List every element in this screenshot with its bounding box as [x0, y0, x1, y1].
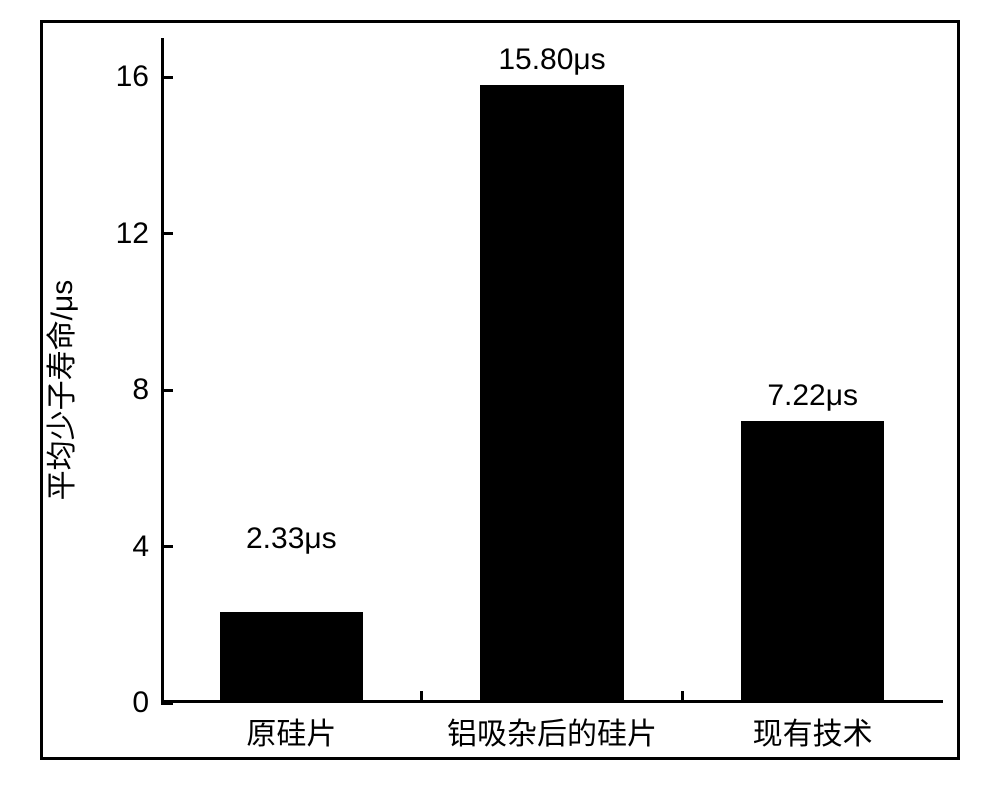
bar-value-label: 15.80μs: [498, 43, 605, 77]
x-category-label: 现有技术: [753, 709, 873, 753]
bar-value-label: 2.33μs: [246, 522, 337, 556]
y-tick-label: 12: [116, 217, 149, 251]
bar-value-label: 7.22μs: [767, 379, 858, 413]
bar: [741, 421, 884, 703]
y-axis-label: 平均少子寿命/μs: [37, 280, 81, 501]
y-axis: [161, 38, 164, 703]
y-tick: [161, 389, 173, 392]
y-tick: [161, 702, 173, 705]
chart-frame: 平均少子寿命/μs 04812162.33μs原硅片15.80μs铝吸杂后的硅片…: [40, 20, 960, 760]
x-tick: [420, 691, 423, 703]
bar: [480, 85, 623, 703]
plot-area: 04812162.33μs原硅片15.80μs铝吸杂后的硅片7.22μs现有技术: [161, 38, 943, 703]
y-tick: [161, 76, 173, 79]
y-tick-label: 16: [116, 60, 149, 94]
x-category-label: 铝吸杂后的硅片: [447, 709, 657, 753]
x-category-label: 原硅片: [246, 709, 336, 753]
y-tick: [161, 232, 173, 235]
y-tick-label: 8: [132, 373, 149, 407]
y-tick-label: 0: [132, 686, 149, 720]
y-tick-label: 4: [132, 530, 149, 564]
x-tick: [681, 691, 684, 703]
bar: [220, 612, 363, 703]
y-tick: [161, 545, 173, 548]
